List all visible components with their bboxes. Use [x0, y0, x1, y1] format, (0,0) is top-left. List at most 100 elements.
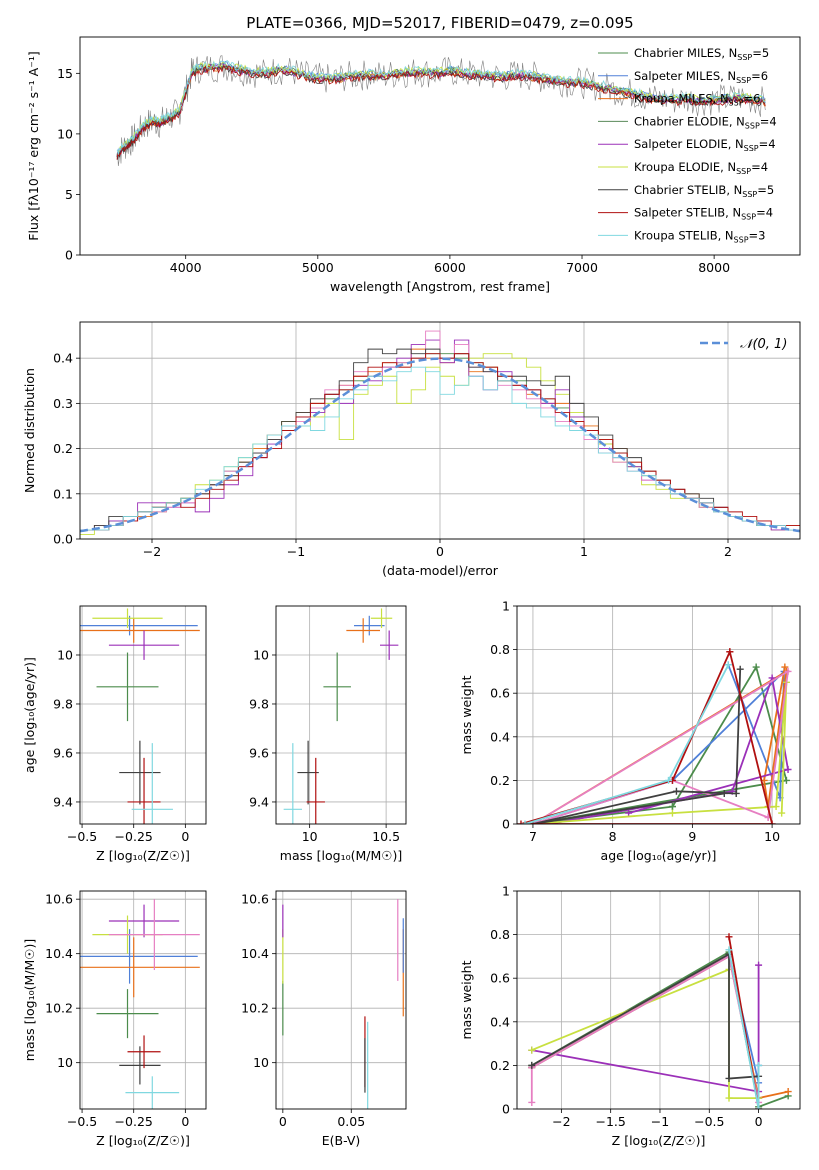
massweight-age-ytick-label: 0 [502, 817, 510, 832]
errorbar-point [80, 937, 200, 998]
spectrum-xtick-label: 8000 [698, 260, 730, 275]
errorbar-point [119, 740, 161, 805]
legend-subscript: SSP [745, 121, 760, 130]
mass-EBV-xtick-label: 0.05 [337, 1114, 365, 1129]
age-Z-xtick-label: −0.25 [115, 829, 153, 844]
figure-title: PLATE=0366, MJD=52017, FIBERID=0479, z=0… [246, 14, 633, 32]
errorbar-point [80, 615, 198, 636]
legend-subscript: SSP [729, 99, 744, 108]
mass-EBV-xtick-label: 0 [279, 1114, 287, 1129]
massweight-Z-xtick-label: −2 [552, 1114, 570, 1129]
massweight-Z-plot-area [528, 933, 792, 1109]
mass-Z-ytick-label: 10.4 [45, 946, 73, 961]
spectrum-panel: 4000 5000 6000 7000 8000 0 5 10 15 wavelength [An… [26, 36, 801, 294]
massweight-marker [668, 803, 676, 811]
massweight-marker [782, 776, 790, 784]
errorbar-point [346, 618, 380, 643]
legend-label: Salpeter STELIB, NSSP=4 [634, 206, 773, 222]
legend-label: Chabrier STELIB, NSSP=5 [634, 183, 774, 199]
massweight-marker [755, 1105, 763, 1109]
legend-label: Chabrier ELODIE, NSSP=4 [634, 114, 777, 130]
massweight-Z-xtick-label: −0.5 [694, 1114, 724, 1129]
massweight-marker [720, 789, 728, 797]
mass-Z-xtick-label: 0 [181, 1114, 189, 1129]
errorbar-point [96, 989, 159, 1039]
errorbar-point [96, 652, 159, 722]
massweight-marker [725, 933, 733, 941]
gaussian-curve [80, 357, 800, 533]
residuals-xtick-label: 0 [436, 544, 444, 559]
spectrum-xtick-label: 6000 [434, 260, 466, 275]
age-mass-ytick-label: 10 [253, 647, 269, 662]
legend-subscript: SSP [744, 144, 759, 153]
errorbar-point [108, 630, 180, 660]
legend-label: Salpeter MILES, NSSP=6 [634, 69, 768, 85]
age-mass-ytick-label: 9.6 [249, 745, 269, 760]
age-mass-plot-area [283, 608, 399, 824]
age-Z-ytick-label: 10 [57, 647, 73, 662]
massweight-age-ytick-label: 0.4 [490, 729, 510, 744]
massweight-age-plot-area [517, 648, 792, 824]
massweight-marker [528, 1098, 536, 1106]
massweight-marker [732, 789, 740, 797]
age-mass-ytick-label: 9.4 [249, 794, 269, 809]
mass-EBV-ytick-label: 10.4 [241, 946, 269, 961]
age-Z-xtick-label: −0.5 [67, 829, 97, 844]
massweight-marker [664, 776, 672, 784]
mass-Z-ytick-label: 10.2 [45, 1001, 73, 1016]
errorbar-point [283, 743, 302, 824]
legend-subscript: SSP [742, 190, 757, 199]
massweight-Z-ytick-label: 0.4 [490, 1014, 510, 1029]
age-mass-xtick-label: 10 [302, 829, 318, 844]
massweight-marker [752, 663, 760, 671]
errorbar-point [80, 929, 198, 984]
legend-label: Salpeter ELODIE, NSSP=4 [634, 137, 776, 153]
legend-value: =4 [759, 137, 776, 151]
legend-value: =6 [751, 69, 768, 83]
legend-label: Chabrier MILES, NSSP=5 [634, 46, 769, 62]
massweight-marker [625, 809, 633, 817]
massweight-age-ytick-label: 0.6 [490, 686, 510, 701]
mass-EBV-ytick-label: 10.6 [241, 892, 269, 907]
massweight-Z-ytick-label: 0 [502, 1102, 510, 1117]
massweight-marker [736, 665, 744, 673]
legend-subscript: SSP [736, 167, 751, 176]
legend-label: 𝒩(0, 1) [740, 337, 787, 352]
age-Z-ylabel: age [log₁₀(age/yr)] [22, 657, 37, 773]
massweight-Z-ylabel: mass weight [459, 960, 474, 1039]
legend-subscript: SSP [741, 213, 756, 222]
age-Z-ytick-label: 9.4 [53, 794, 73, 809]
mass-EBV-plot-area [282, 899, 404, 1109]
spectrum-legend: Chabrier MILES, NSSP=5 Salpeter MILES, NS… [598, 46, 777, 244]
massweight-marker [781, 663, 789, 671]
age-Z-xlabel: Z [log₁₀(Z/Z☉)] [96, 848, 190, 863]
residuals-ytick-label: 0.0 [53, 532, 73, 547]
mass-EBV-panel: 0 0.05 10 10.2 10.4 10.6 E(B-V) [241, 890, 407, 1148]
errorbar-point [370, 608, 393, 629]
age-Z-xtick-label: 0 [181, 829, 189, 844]
massweight-age-ytick-label: 0.2 [490, 773, 510, 788]
residuals-ytick-label: 0.2 [53, 441, 73, 456]
mass-EBV-ytick-label: 10 [253, 1055, 269, 1070]
errorbar-point [108, 904, 180, 938]
residuals-panel: −2 −1 0 1 2 0.0 0.1 0.2 0.3 0.4 (data-model)/error… [22, 321, 801, 578]
massweight-Z-ytick-label: 0.6 [490, 971, 510, 986]
massweight-Z-xtick-label: −1 [651, 1114, 669, 1129]
mass-Z-xtick-label: −0.25 [115, 1114, 153, 1129]
errorbar-point [108, 899, 200, 971]
spectrum-ytick-label: 10 [57, 126, 73, 141]
age-Z-frame [79, 605, 207, 825]
errorbar-point [306, 757, 325, 824]
residuals-ytick-label: 0.4 [53, 351, 73, 366]
spectrum-ylabel: Flux [fλ10⁻¹⁷ erg cm⁻² s⁻¹ A⁻¹] [26, 51, 41, 240]
mass-EBV-xlabel: E(B-V) [322, 1133, 361, 1148]
massweight-marker [672, 787, 680, 795]
massweight-age-xtick-label: 9 [688, 829, 696, 844]
residuals-xtick-label: −2 [143, 544, 161, 559]
residuals-xtick-label: −1 [287, 544, 305, 559]
mass-Z-ytick-label: 10.6 [45, 892, 73, 907]
massweight-age-xtick-label: 7 [529, 829, 537, 844]
spectrum-plot-area [116, 55, 766, 167]
